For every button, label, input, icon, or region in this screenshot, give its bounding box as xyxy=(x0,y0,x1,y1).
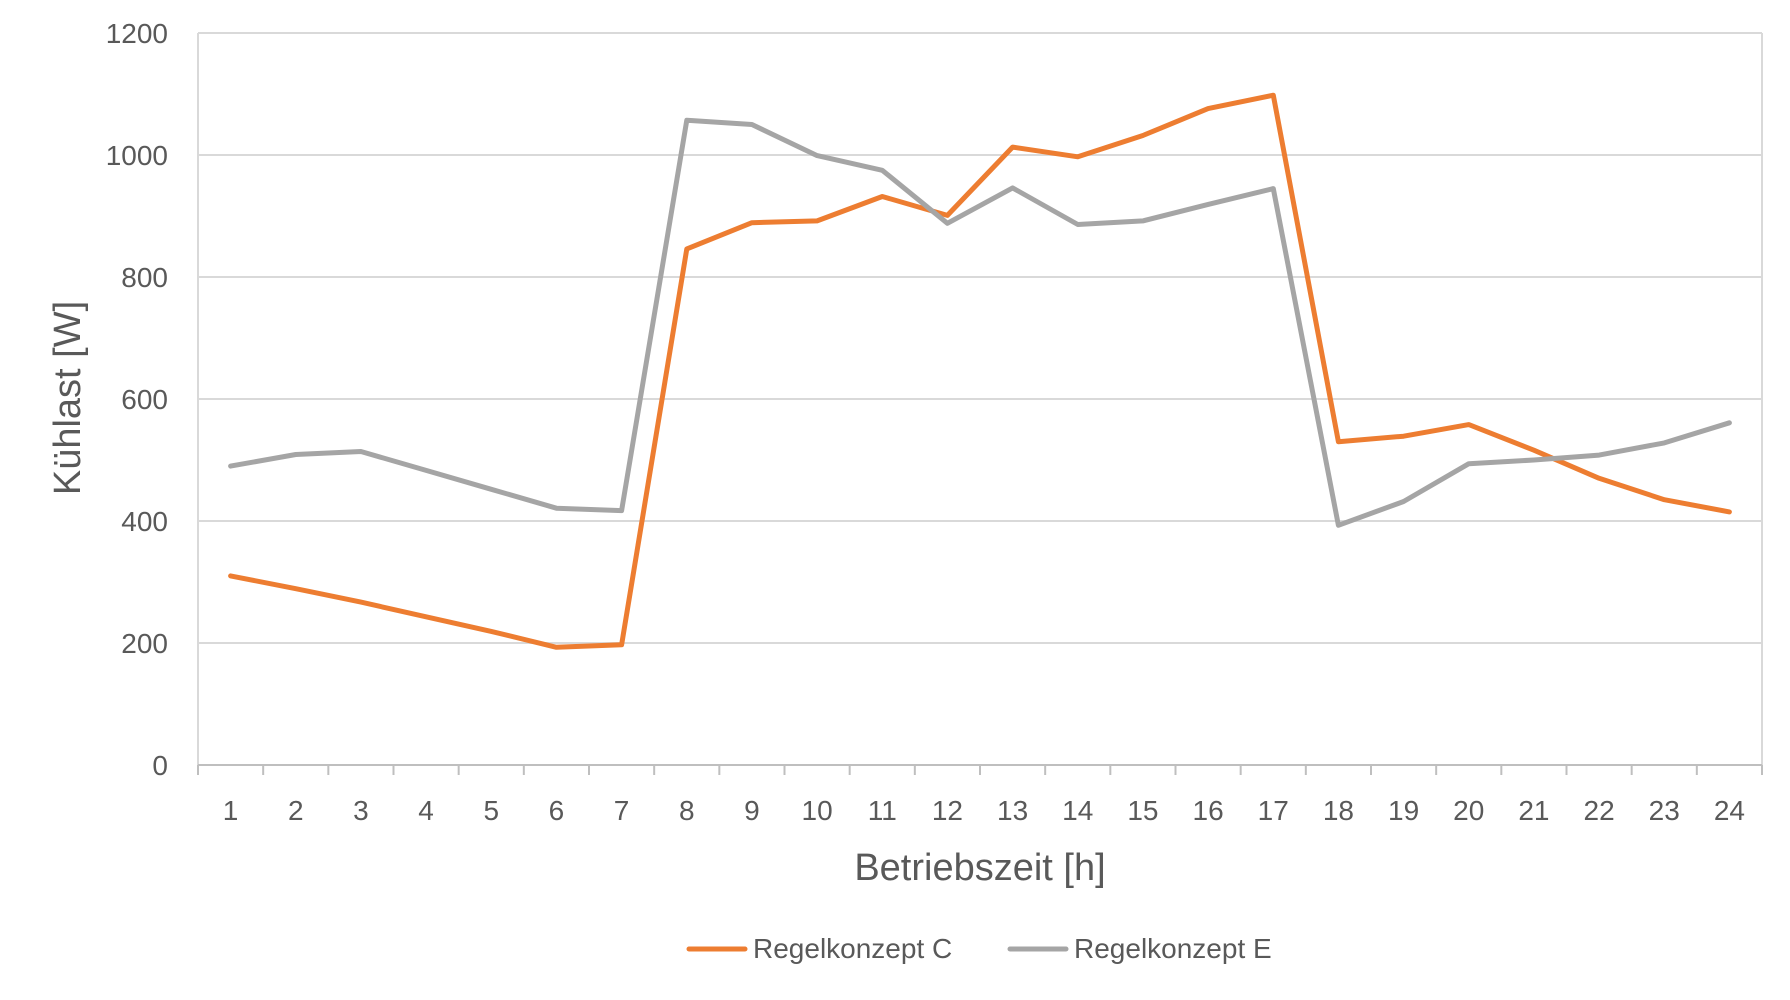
x-tick-label: 14 xyxy=(1062,795,1093,826)
x-tick-label: 8 xyxy=(679,795,695,826)
y-axis-title: Kühlast [W] xyxy=(47,301,89,495)
y-tick-label: 200 xyxy=(121,628,168,659)
x-tick-label: 11 xyxy=(868,795,897,826)
x-tick-label: 2 xyxy=(288,795,304,826)
y-tick-label: 1200 xyxy=(106,18,168,49)
y-tick-label: 1000 xyxy=(106,140,168,171)
legend-label-1: Regelkonzept C xyxy=(753,933,952,964)
x-tick-label: 23 xyxy=(1649,795,1680,826)
x-tick-label: 5 xyxy=(483,795,499,826)
x-tick-label: 9 xyxy=(744,795,760,826)
y-tick-label: 800 xyxy=(121,262,168,293)
x-tick-label: 17 xyxy=(1258,795,1289,826)
x-tick-label: 16 xyxy=(1193,795,1224,826)
x-tick-label: 18 xyxy=(1323,795,1354,826)
y-tick-label: 400 xyxy=(121,506,168,537)
legend-label-2: Regelkonzept E xyxy=(1074,933,1272,964)
legend: Regelkonzept C Regelkonzept E xyxy=(686,933,1272,964)
x-axis-title: Betriebszeit [h] xyxy=(854,847,1105,889)
x-tick-label: 20 xyxy=(1453,795,1484,826)
x-tick-label: 12 xyxy=(932,795,963,826)
x-tick-label: 15 xyxy=(1127,795,1158,826)
series-line-1 xyxy=(228,92,1732,650)
series-line-2 xyxy=(228,117,1732,528)
x-tick-label: 7 xyxy=(614,795,630,826)
y-tick-label: 600 xyxy=(121,384,168,415)
x-tick-label: 21 xyxy=(1518,795,1549,826)
x-tick-label: 1 xyxy=(223,795,239,826)
x-tick-label: 10 xyxy=(802,795,833,826)
axes xyxy=(197,33,1763,775)
x-tick-label: 24 xyxy=(1714,795,1745,826)
x-tick-label: 3 xyxy=(353,795,369,826)
gridlines xyxy=(198,32,1762,766)
x-tick-label: 4 xyxy=(418,795,434,826)
x-tick-label: 22 xyxy=(1584,795,1615,826)
x-tick-label: 6 xyxy=(549,795,565,826)
y-tick-label: 0 xyxy=(152,750,168,781)
series-lines xyxy=(228,92,1732,650)
x-tick-label: 13 xyxy=(997,795,1028,826)
x-tick-label: 19 xyxy=(1388,795,1419,826)
